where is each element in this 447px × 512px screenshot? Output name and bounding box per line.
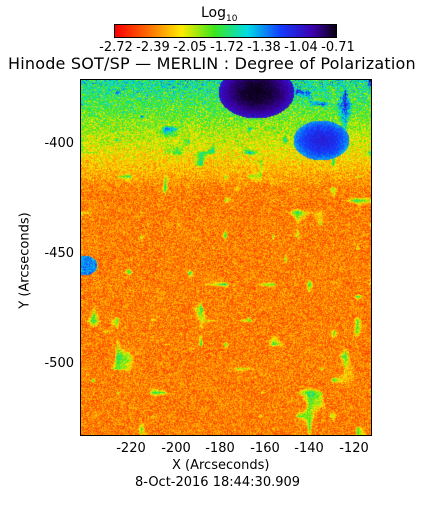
x-tick-label: -120 bbox=[339, 441, 369, 456]
polarization-map bbox=[80, 79, 372, 436]
colorbar-tick-label: -1.04 bbox=[284, 40, 318, 55]
colorbar-title-subscript: 10 bbox=[226, 13, 238, 24]
colorbar-tick-label: -0.71 bbox=[321, 40, 355, 55]
y-tick-label: -500 bbox=[44, 356, 74, 371]
y-axis-label: Y (Arcseconds) bbox=[17, 212, 33, 309]
y-tick-label: -450 bbox=[44, 246, 74, 261]
timestamp: 8-Oct-2016 18:44:30.909 bbox=[135, 475, 301, 490]
colorbar-tick-label: -1.72 bbox=[210, 40, 244, 55]
x-axis-label: X (Arcseconds) bbox=[172, 458, 270, 473]
y-tick-label: -400 bbox=[44, 136, 74, 151]
colorbar-tick-label: -2.39 bbox=[136, 40, 170, 55]
x-tick-label: -220 bbox=[116, 441, 146, 456]
colorbar bbox=[114, 24, 337, 38]
x-tick-label: -200 bbox=[161, 441, 191, 456]
x-tick-label: -180 bbox=[205, 441, 235, 456]
colorbar-title-base: Log bbox=[201, 5, 227, 21]
colorbar-title: Log10 bbox=[201, 6, 237, 26]
x-tick-label: -160 bbox=[250, 441, 280, 456]
polarization-image bbox=[81, 80, 371, 435]
colorbar-tick-label: -2.72 bbox=[99, 40, 133, 55]
plot-title: Hinode SOT/SP — MERLIN : Degree of Polar… bbox=[8, 54, 416, 73]
colorbar-tick-label: -1.38 bbox=[247, 40, 281, 55]
colorbar-ticks: -2.72 -2.39 -2.05 -1.72 -1.38 -1.04 -0.7… bbox=[92, 40, 362, 55]
colorbar-tick-label: -2.05 bbox=[173, 40, 207, 55]
x-tick-label: -140 bbox=[294, 441, 324, 456]
